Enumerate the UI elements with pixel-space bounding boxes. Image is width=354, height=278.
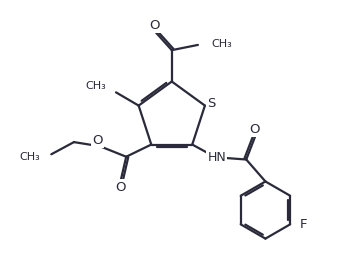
Text: O: O [92,133,103,147]
Text: S: S [207,97,215,110]
Text: CH₃: CH₃ [19,152,40,162]
Text: CH₃: CH₃ [211,39,232,49]
Text: O: O [116,180,126,193]
Text: F: F [300,218,307,231]
Text: O: O [250,123,260,136]
Text: O: O [149,19,160,32]
Text: HN: HN [207,151,226,164]
Text: CH₃: CH₃ [85,81,106,91]
